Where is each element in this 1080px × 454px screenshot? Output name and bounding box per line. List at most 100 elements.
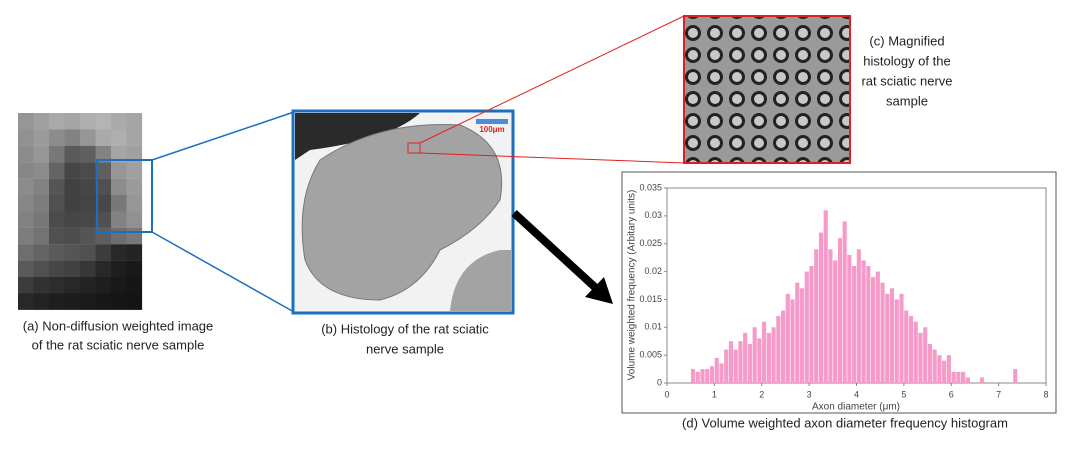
pixel [64,293,81,310]
y-tick-label: 0.035 [639,182,662,192]
pixel [33,260,50,278]
pixel [95,178,112,196]
bar [771,327,776,383]
pixel [126,145,143,163]
pixel [33,227,50,245]
pixel [49,227,65,245]
bar [823,210,828,383]
caption: (c) Magnified [869,33,944,48]
pixel [33,178,50,196]
bar [700,369,705,383]
bar [904,310,909,383]
pixel [64,260,81,278]
pixel [49,244,65,261]
pixel [126,195,143,212]
bar [738,341,743,383]
caption: (a) Non-diffusion weighted image [23,318,214,333]
bar [776,316,781,383]
pixel [111,129,127,146]
pixel [126,162,143,179]
bar [752,327,757,383]
bar [809,266,814,383]
pixel [126,211,143,228]
pixel [111,195,127,212]
pixel [95,293,112,310]
bar [847,254,852,383]
pixel [33,293,50,310]
pixel [111,162,127,179]
bar [814,249,819,383]
bar [908,316,914,383]
pixel [49,178,65,196]
pixel [80,244,96,261]
zoom-line [151,231,295,313]
pixel [49,277,65,294]
pixel [111,293,127,310]
pixel [111,260,127,278]
bar [795,282,800,383]
pixel [126,277,143,294]
pixel [49,113,65,130]
pixel [126,113,143,130]
x-tick-label: 6 [949,389,954,399]
pixel [18,277,34,294]
pixel [64,244,81,261]
chart-title: (d) Volume weighted axon diameter freque… [682,415,1008,430]
pixel [64,178,81,196]
pixel [49,129,65,146]
pixel [95,260,112,278]
bar [942,360,947,383]
bar [733,349,738,383]
bar [695,371,700,383]
bar [709,366,715,383]
zoom-line [419,15,685,144]
nerve-section [450,250,511,311]
pixel [18,293,34,310]
pixel [33,277,50,294]
pixel [95,211,112,228]
pixel [33,244,50,261]
bar [757,338,762,383]
bar [842,221,847,383]
arrow [511,210,601,293]
bar [705,369,710,383]
pixel [80,260,96,278]
pixel [95,113,112,130]
pixel [95,244,112,261]
bar [762,321,767,383]
pixel [80,162,96,179]
bar [923,327,928,383]
pixel [126,293,143,310]
pixel [95,195,112,212]
pixel [126,227,143,245]
pixel [49,162,65,179]
pixel [18,145,34,163]
x-tick-label: 8 [1043,389,1048,399]
bar [766,332,771,383]
pixel [126,178,143,196]
nerve-section [301,123,503,301]
pixel [18,178,34,196]
pixel [80,195,96,212]
pixel [80,178,96,196]
pixel [18,211,34,228]
bar [937,355,942,383]
bar [743,332,748,383]
bar [861,260,866,383]
pixel [18,195,34,212]
pixel [64,227,81,245]
bar [799,288,805,383]
bar [889,288,895,383]
bar [866,266,871,383]
pixel [18,227,34,245]
bar [690,369,696,383]
pixel [64,195,81,212]
zoom-box [407,142,421,154]
pixel [111,277,127,294]
bar [724,349,729,383]
x-tick-label: 7 [996,389,1001,399]
y-tick-label: 0.015 [639,294,662,304]
bar [880,282,885,383]
y-tick-label: 0.005 [639,350,662,360]
bar [918,332,923,383]
